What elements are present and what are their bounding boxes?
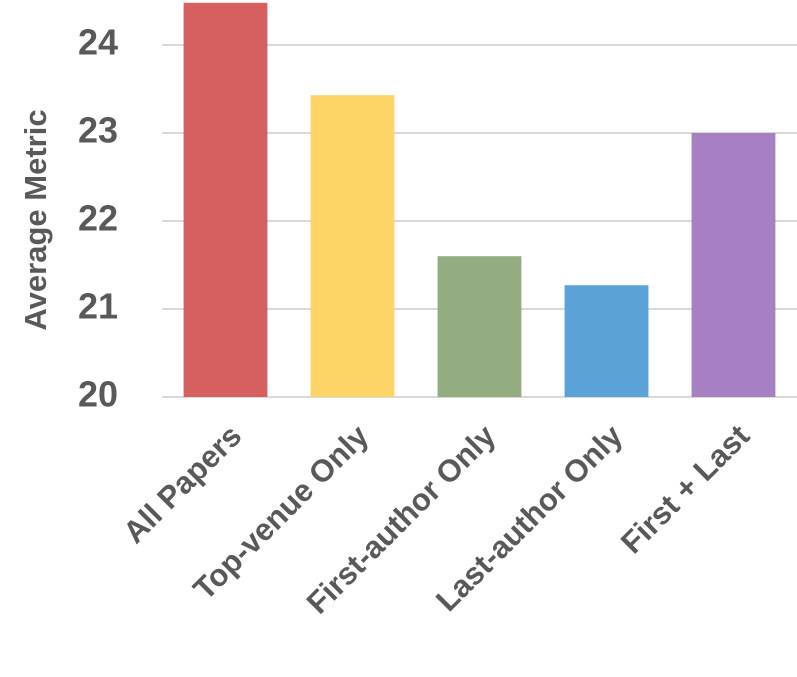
y-axis-label: Average Metric: [18, 109, 53, 330]
y-tick-label: 22: [78, 198, 118, 239]
y-tick-label: 23: [78, 110, 118, 151]
y-tick-label: 21: [78, 286, 118, 327]
bar: [437, 256, 522, 397]
bar: [564, 285, 649, 397]
bar: [310, 95, 395, 397]
x-tick-label: All Papers: [116, 418, 248, 550]
y-tick-label: 20: [78, 374, 118, 415]
bar: [691, 133, 776, 397]
x-tick-label: First + Last: [614, 418, 756, 560]
y-tick-label: 24: [78, 22, 118, 63]
bar: [183, 2, 268, 397]
